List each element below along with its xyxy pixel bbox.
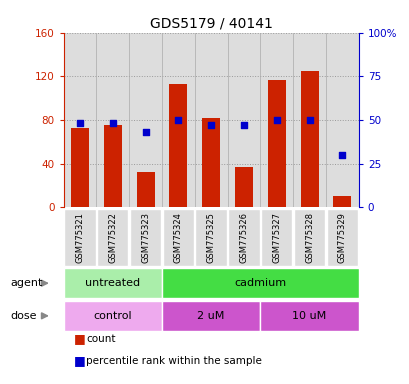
FancyBboxPatch shape	[162, 301, 260, 331]
Text: GSM775326: GSM775326	[239, 212, 248, 263]
Text: 2 uM: 2 uM	[197, 311, 224, 321]
Bar	[300, 71, 318, 207]
Text: GSM775328: GSM775328	[304, 212, 313, 263]
Text: cadmium: cadmium	[234, 278, 286, 288]
Bar	[234, 167, 252, 207]
Text: untreated: untreated	[85, 278, 140, 288]
Text: GSM775327: GSM775327	[272, 212, 281, 263]
FancyBboxPatch shape	[261, 209, 292, 266]
Bar	[63, 33, 96, 207]
Text: GDS5179 / 40141: GDS5179 / 40141	[149, 17, 272, 31]
FancyBboxPatch shape	[326, 209, 357, 266]
Text: GSM775323: GSM775323	[141, 212, 150, 263]
Bar	[71, 127, 89, 207]
Point	[273, 117, 279, 123]
Bar	[96, 33, 129, 207]
Point	[175, 117, 181, 123]
Text: ■: ■	[74, 354, 85, 367]
Text: GSM775329: GSM775329	[337, 212, 346, 263]
FancyBboxPatch shape	[162, 209, 193, 266]
Bar	[267, 79, 285, 207]
Point	[76, 121, 83, 127]
FancyBboxPatch shape	[64, 209, 95, 266]
FancyBboxPatch shape	[260, 301, 358, 331]
Bar	[194, 33, 227, 207]
Text: GSM775321: GSM775321	[75, 212, 84, 263]
Point	[142, 129, 148, 135]
Text: count: count	[86, 334, 115, 344]
FancyBboxPatch shape	[228, 209, 259, 266]
Text: GSM775325: GSM775325	[206, 212, 215, 263]
Text: percentile rank within the sample: percentile rank within the sample	[86, 356, 261, 366]
Bar	[227, 33, 260, 207]
Bar	[325, 33, 358, 207]
Bar	[202, 118, 220, 207]
Point	[338, 152, 345, 158]
Text: ■: ■	[74, 332, 85, 345]
Text: GSM775324: GSM775324	[173, 212, 182, 263]
Text: GSM775322: GSM775322	[108, 212, 117, 263]
Point	[306, 117, 312, 123]
Text: 10 uM: 10 uM	[292, 311, 326, 321]
Point	[240, 122, 247, 128]
Bar	[136, 172, 154, 207]
Bar	[260, 33, 292, 207]
FancyBboxPatch shape	[195, 209, 226, 266]
Bar	[129, 33, 162, 207]
FancyBboxPatch shape	[63, 301, 162, 331]
Text: dose: dose	[10, 311, 37, 321]
FancyBboxPatch shape	[293, 209, 324, 266]
FancyBboxPatch shape	[97, 209, 128, 266]
FancyBboxPatch shape	[162, 268, 358, 298]
Point	[207, 122, 214, 128]
FancyBboxPatch shape	[63, 268, 162, 298]
Bar	[292, 33, 325, 207]
FancyBboxPatch shape	[130, 209, 161, 266]
Text: agent: agent	[10, 278, 43, 288]
Point	[109, 121, 116, 127]
Bar	[103, 126, 121, 207]
Bar	[162, 33, 194, 207]
Bar	[169, 84, 187, 207]
Bar	[333, 197, 351, 207]
Text: control: control	[93, 311, 132, 321]
